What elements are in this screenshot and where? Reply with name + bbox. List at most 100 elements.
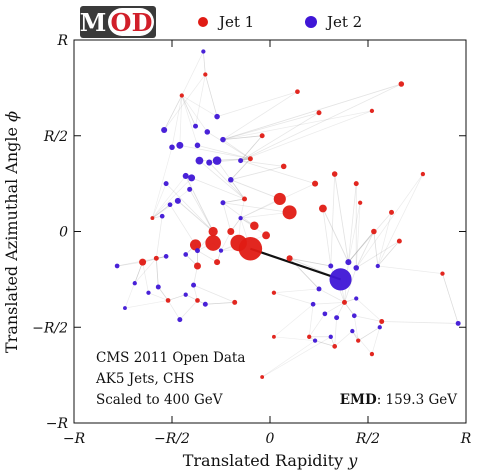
- flow-line: [177, 200, 214, 232]
- jet1-particle: [205, 235, 221, 251]
- flow-line: [330, 173, 336, 267]
- flow-line: [442, 273, 459, 324]
- flow-line: [216, 91, 298, 117]
- jet2-particle: [218, 248, 224, 253]
- flow-line: [357, 326, 381, 342]
- jet1-particle: [189, 239, 202, 251]
- jet2-particle: [353, 265, 360, 271]
- jet1-particle: [396, 238, 402, 244]
- flow-line: [377, 240, 400, 267]
- jet2-particle: [169, 144, 175, 151]
- flow-line: [355, 240, 400, 269]
- jet2-particle: [201, 49, 206, 54]
- flow-line: [163, 74, 206, 131]
- flow-line: [142, 261, 149, 294]
- jet2-particle: [174, 197, 181, 204]
- flow-line: [222, 135, 263, 140]
- flow-line: [312, 301, 345, 305]
- mod-logo: M O D: [80, 6, 156, 38]
- jet1-particle: [230, 234, 247, 252]
- jet1-particle: [358, 200, 363, 205]
- legend-marker-jet1: [198, 17, 208, 27]
- flow-line: [152, 175, 187, 219]
- flow-line: [152, 200, 179, 219]
- jet2-particle: [334, 315, 340, 321]
- emd-flow-lines: [116, 51, 459, 378]
- jet1-particle: [272, 334, 276, 339]
- flow-line: [134, 261, 143, 284]
- flow-line: [373, 231, 379, 267]
- jet2-particle: [132, 281, 137, 286]
- jet2-particle: [183, 252, 189, 257]
- jet2-particle: [187, 186, 193, 192]
- flow-line: [181, 95, 218, 117]
- jet1-particle: [208, 226, 218, 237]
- jet1-particle: [307, 334, 312, 339]
- x-tick-label: −R/2: [154, 431, 190, 447]
- jet2-particle: [220, 200, 226, 206]
- y-axis-title: Translated Azimuthal Angle ϕ: [2, 111, 21, 353]
- flow-line: [240, 211, 290, 219]
- flow-line: [353, 315, 383, 322]
- flow-line: [208, 162, 245, 200]
- jet2-particle: [322, 311, 328, 317]
- flow-line: [377, 173, 424, 267]
- flow-line: [240, 135, 263, 162]
- x-axis-title: Translated Rapidity y: [183, 451, 358, 470]
- flow-line: [314, 340, 336, 347]
- jet1-particle: [214, 259, 221, 266]
- flow-line: [348, 211, 392, 263]
- flow-line: [181, 95, 196, 127]
- jet2-particle: [146, 290, 151, 295]
- jet1-particle: [280, 163, 287, 170]
- flow-line: [181, 95, 198, 146]
- flow-line: [377, 265, 443, 274]
- jet2-particle: [183, 292, 188, 297]
- flow-line: [240, 198, 245, 219]
- jet1-particle: [232, 299, 238, 305]
- x-tick-label: 0: [266, 431, 275, 447]
- flow-line: [204, 301, 236, 305]
- flow-line: [273, 336, 316, 341]
- flow-line: [206, 131, 251, 160]
- jet1-particle: [420, 171, 426, 177]
- jet2-particle: [161, 126, 168, 134]
- jet1-particle: [369, 108, 375, 113]
- flow-line: [222, 91, 298, 140]
- flow-line: [148, 292, 169, 301]
- flow-line: [273, 303, 314, 338]
- flow-line: [222, 202, 255, 227]
- flow-line: [220, 231, 232, 252]
- flow-line: [289, 257, 332, 267]
- flow-line: [322, 208, 332, 267]
- jet2-particle: [345, 259, 352, 266]
- flow-line: [334, 330, 353, 347]
- jet1-particle: [316, 110, 322, 116]
- flow-line: [308, 303, 314, 338]
- flow-line: [351, 330, 373, 355]
- flow-line: [353, 315, 359, 342]
- flow-line: [314, 340, 336, 347]
- flow-line: [230, 179, 281, 200]
- legend-label-jet1: Jet 1: [217, 13, 254, 31]
- flow-line: [344, 267, 357, 303]
- jet1-particle: [342, 299, 347, 305]
- flow-line: [134, 261, 143, 284]
- flow-line: [240, 198, 281, 219]
- jet1-particle: [247, 156, 253, 162]
- jet2-particle: [188, 174, 196, 182]
- jet2-particle: [202, 301, 208, 307]
- flow-line: [230, 158, 251, 181]
- jet1-particle: [227, 228, 235, 235]
- jet2-particle: [328, 263, 334, 269]
- flow-line: [152, 177, 192, 219]
- flow-line: [371, 326, 381, 355]
- jet2-particle: [214, 113, 220, 120]
- flow-line: [191, 177, 245, 200]
- jet1-particle: [319, 204, 327, 213]
- jet2-particle: [195, 248, 200, 254]
- flow-line: [163, 95, 183, 131]
- flow-line: [155, 257, 159, 288]
- flow-line: [240, 160, 285, 167]
- flow-line: [222, 198, 245, 204]
